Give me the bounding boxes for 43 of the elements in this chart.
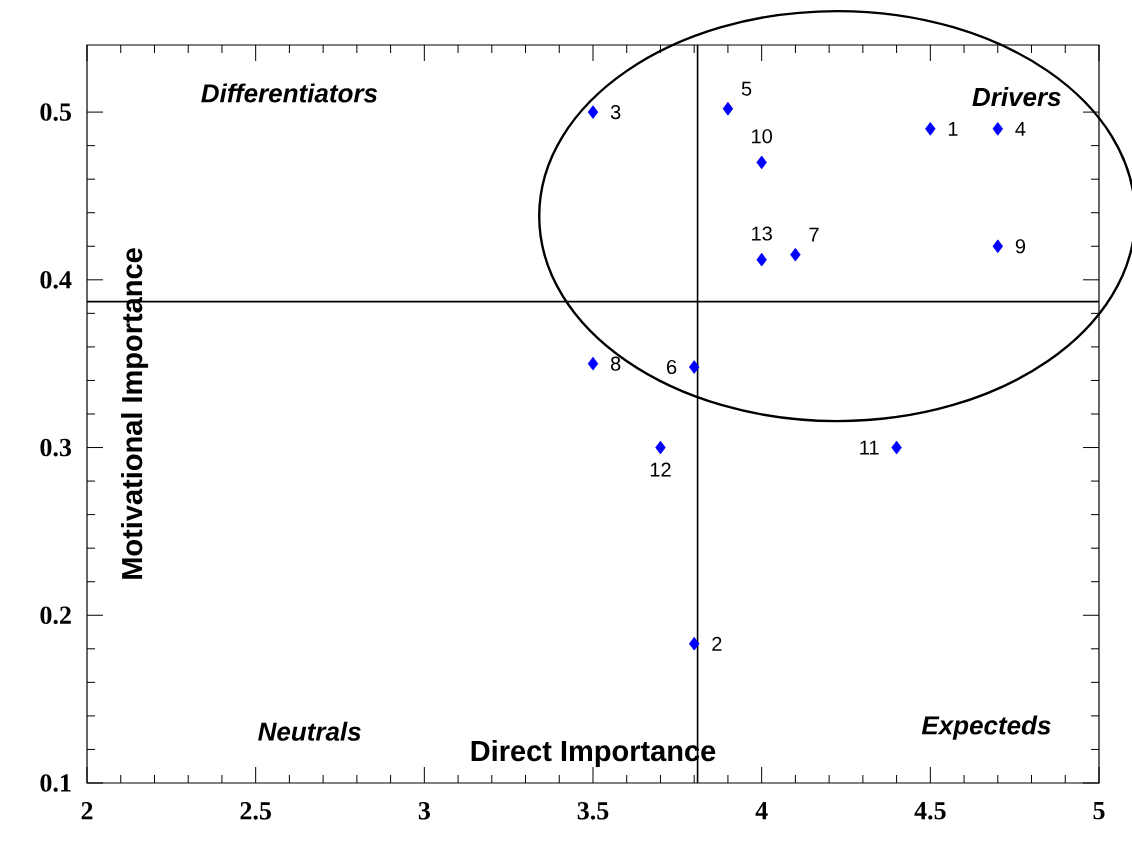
annotation: 4 (1015, 121, 1026, 136)
annotation: 7 (809, 227, 819, 242)
annotation: 11 (860, 440, 879, 455)
x-tick-label: 3.5 (577, 802, 609, 820)
y-tick-label: 0.4 (40, 271, 72, 289)
annotation: Expecteds (921, 715, 1051, 740)
x-tick-label: 2.5 (240, 802, 271, 820)
x-tick-label: 3 (418, 802, 430, 820)
point (891, 440, 902, 455)
point (689, 360, 700, 374)
annotation: 13 (752, 226, 772, 241)
annotation: 1 (948, 121, 958, 136)
annotation: 2 (712, 636, 722, 651)
point (925, 122, 936, 136)
point (756, 252, 767, 267)
x-tick-label: 4.5 (914, 802, 946, 820)
y-tick-label: 0.5 (40, 103, 71, 121)
x-tick-label: 2 (81, 802, 93, 820)
annotation: 10 (752, 129, 773, 144)
x-tick-label: 4 (755, 802, 768, 820)
point (790, 247, 801, 262)
point (587, 105, 599, 119)
annotation: Differentiators (201, 83, 378, 103)
annotation: Drivers (972, 87, 1061, 107)
point (756, 155, 767, 170)
annotation: 3 (610, 105, 621, 120)
y-tick-label: 0.1 (40, 774, 71, 792)
annotation: 12 (650, 462, 671, 477)
point (689, 636, 700, 651)
point (992, 122, 1003, 136)
point (722, 101, 734, 116)
x-tick-label: 5 (1093, 802, 1105, 820)
annotation: 8 (610, 356, 621, 371)
y-axis-title: Motivational Importance (121, 248, 149, 579)
point (587, 356, 599, 371)
annotation: 5 (741, 81, 752, 96)
y-tick-label: 0.2 (40, 606, 71, 625)
y-tick-label: 0.3 (40, 438, 72, 457)
point (992, 239, 1003, 254)
annotation: Neutrals (258, 721, 361, 741)
annotation: 6 (667, 359, 677, 375)
point (655, 440, 666, 455)
annotation: 9 (1015, 239, 1026, 254)
